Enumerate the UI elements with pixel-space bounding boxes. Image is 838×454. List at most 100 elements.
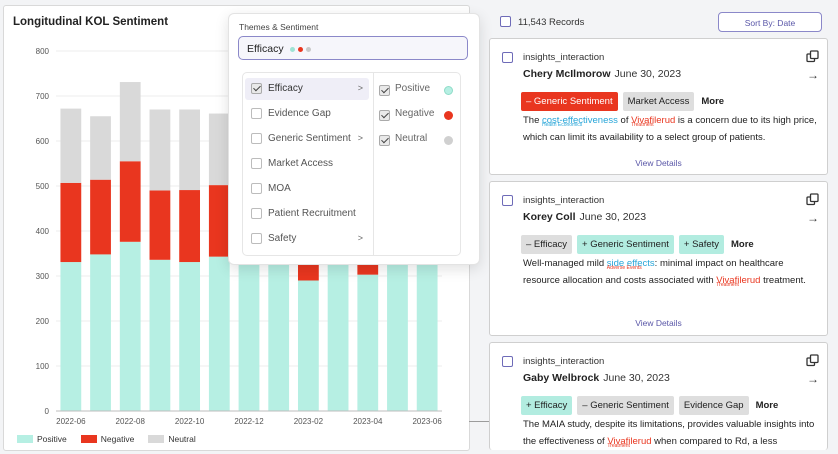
checkbox-icon[interactable] [251,183,262,194]
bar-negative [119,161,141,242]
copy-icon[interactable] [806,193,819,206]
bar-negative [297,262,319,281]
entity-highlight[interactable]: Vivafilerud Treatment [607,433,651,450]
card-checkbox[interactable] [502,52,513,63]
excerpt-text: treatment. [760,275,806,286]
theme-option-label: Generic Sentiment [268,133,351,144]
y-tick-label: 500 [36,182,50,191]
legend-item-positive[interactable]: Positive [17,434,67,444]
entity-highlight[interactable]: Vivafilerud Treatment [716,272,760,289]
entity-highlight[interactable]: side effects Adverse Events [607,255,655,272]
view-details-link[interactable]: View Details [635,158,682,168]
tag[interactable]: Evidence Gap [678,396,749,415]
excerpt-text: when compared to Rd, a less [651,436,778,447]
arrow-right-icon[interactable]: → [807,211,819,225]
bar-positive [238,262,260,411]
more-link[interactable]: More [755,400,779,411]
entity-category: Health Economics [542,122,583,128]
theme-option-evidence-gap[interactable]: Evidence Gap [245,103,369,125]
theme-option-market-access[interactable]: Market Access [245,153,369,175]
entity-category: Treatment [607,443,630,449]
legend-swatch-negative [80,435,97,443]
entity-highlight[interactable]: Vivafilerud Treatment [631,112,675,129]
bar-negative [357,264,379,275]
neutral-dot-icon [444,136,453,145]
checkbox-icon[interactable] [379,85,390,96]
checkbox-icon[interactable] [251,158,262,169]
theme-option-patient-recruitment[interactable]: Patient Recruitment [245,203,369,225]
entity-highlight[interactable]: cost-effectiveness Health Economics [542,112,618,129]
card-checkbox[interactable] [502,195,513,206]
legend-item-neutral[interactable]: Neutral [148,434,196,444]
theme-option-moa[interactable]: MOA [245,178,369,200]
bar-negative [149,190,171,260]
sentiment-option-positive[interactable]: Positive [379,80,455,102]
card-excerpt: The MAIA study, despite its limitations,… [523,416,819,450]
sentiment-option-negative[interactable]: Negative [379,105,455,127]
bar-neutral [60,108,82,183]
entity-text: cost-effectiveness [542,115,618,126]
theme-option-efficacy[interactable]: Efficacy > [245,78,369,100]
tag[interactable]: – Generic Sentiment [521,92,618,111]
record-card: insights_interaction Gaby Welbrock June 3… [489,342,828,450]
arrow-right-icon[interactable]: → [807,68,819,82]
positive-dot-icon [444,86,453,95]
tag[interactable]: – Efficacy [521,235,573,254]
bar-positive [119,241,141,411]
column-divider [373,73,374,255]
tag[interactable]: + Efficacy [521,396,573,415]
bar-positive [327,262,349,411]
theme-option-safety[interactable]: Safety > [245,228,369,250]
tag[interactable]: – Generic Sentiment [577,396,674,415]
more-link[interactable]: More [731,239,754,250]
legend-item-negative[interactable]: Negative [80,434,135,444]
x-tick-label: 2022-12 [234,417,264,426]
y-tick-label: 800 [36,47,50,56]
themes-input[interactable]: Efficacy [238,36,468,60]
bar-neutral [179,109,201,191]
more-link[interactable]: More [701,96,725,107]
checkbox-icon[interactable] [251,83,262,94]
theme-option-label: Evidence Gap [268,108,331,119]
sort-button[interactable]: Sort By: Date [718,12,822,32]
checkbox-icon[interactable] [251,108,262,119]
view-details-link[interactable]: View Details [635,318,682,328]
bar-positive [90,254,111,411]
tag[interactable]: Market Access [622,92,695,111]
theme-option-generic-sentiment[interactable]: Generic Sentiment > [245,128,369,150]
entity-text: Vivafilerud [631,115,676,126]
legend-label-negative: Negative [100,434,135,444]
legend-label-neutral: Neutral [168,434,196,444]
sentiment-option-neutral[interactable]: Neutral [379,130,455,152]
arrow-right-icon[interactable]: → [807,372,819,386]
x-tick-label: 2023-06 [412,417,442,426]
select-all-checkbox[interactable] [500,16,511,27]
tag[interactable]: + Safety [678,235,725,254]
legend-swatch-neutral [148,435,165,443]
excerpt-text: The MAIA study, despite its limitations,… [523,419,815,447]
card-author: Chery McIlmorow June 30, 2023 [523,68,681,80]
chevron-right-icon: > [357,83,363,93]
checkbox-icon[interactable] [251,133,262,144]
card-tags: – Efficacy + Generic Sentiment + Safety … [521,235,754,254]
y-tick-label: 300 [36,272,50,281]
card-date: June 30, 2023 [614,68,682,80]
copy-icon[interactable] [806,354,819,367]
checkbox-icon[interactable] [251,208,262,219]
theme-option-label: Patient Recruitment [268,208,356,219]
card-type: insights_interaction [523,356,605,367]
y-tick-label: 200 [36,317,50,326]
negative-dot-icon [444,111,453,120]
card-type: insights_interaction [523,195,605,206]
checkbox-icon[interactable] [251,233,262,244]
checkbox-icon[interactable] [379,135,390,146]
tag[interactable]: + Generic Sentiment [577,235,674,254]
excerpt-text: Well-managed mild [523,258,607,269]
card-checkbox[interactable] [502,356,513,367]
bar-positive [297,280,319,411]
copy-icon[interactable] [806,50,819,63]
entity-text: Vivafilerud [607,436,652,447]
checkbox-icon[interactable] [379,110,390,121]
y-tick-label: 600 [36,137,50,146]
bar-positive [149,259,171,411]
